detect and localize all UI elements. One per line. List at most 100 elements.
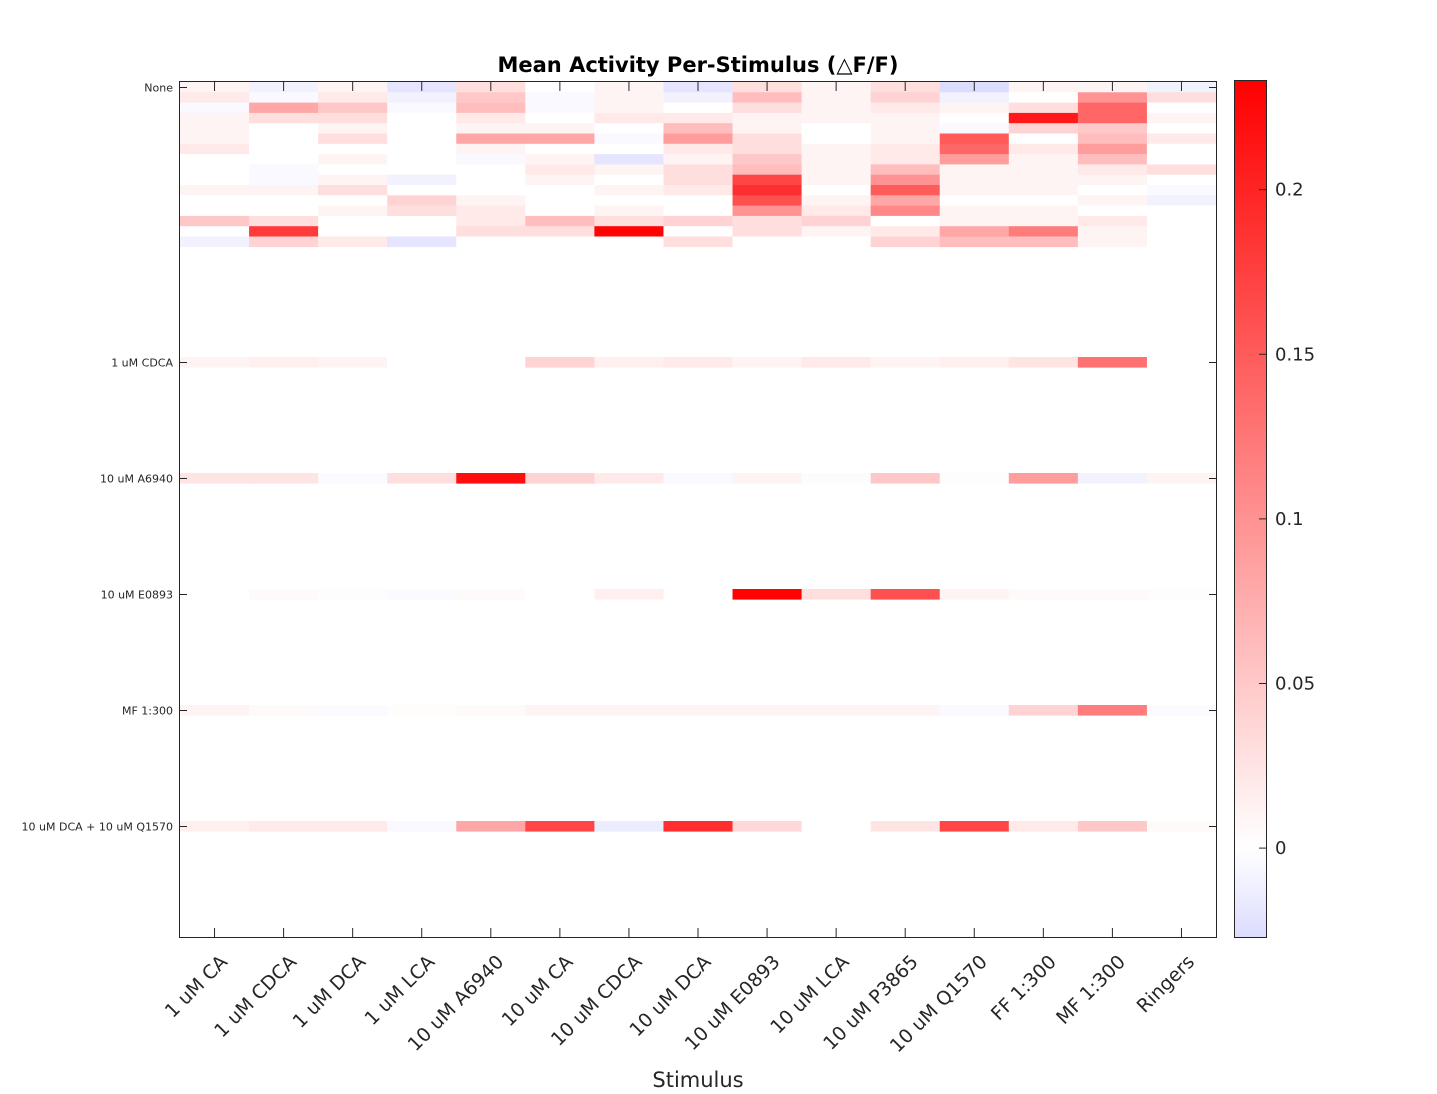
- heatmap-cell: [594, 164, 664, 175]
- heatmap-cell: [594, 112, 664, 124]
- heatmap-cell: [387, 705, 457, 716]
- heatmap-cell: [1008, 821, 1079, 832]
- heatmap-cell: [732, 102, 803, 114]
- heatmap-cell: [1008, 174, 1079, 186]
- heatmap-cell: [1077, 473, 1148, 484]
- heatmap-cell: [249, 102, 319, 114]
- heatmap-cell: [1146, 112, 1217, 124]
- chart-title: Mean Activity Per-Stimulus (△F/F): [498, 53, 899, 77]
- heatmap-cell: [1077, 195, 1148, 206]
- heatmap-cell: [180, 821, 250, 832]
- heatmap-cell: [249, 236, 319, 248]
- heatmap-cell: [387, 473, 457, 484]
- heatmap-cell: [663, 236, 734, 248]
- heatmap-cell: [249, 185, 319, 196]
- heatmap-cell: [1008, 102, 1079, 114]
- heatmap-cell: [732, 133, 803, 145]
- heatmap-cell: [318, 123, 388, 134]
- heatmap-cell: [387, 112, 457, 124]
- heatmap-cell: [1146, 92, 1217, 103]
- heatmap-cell: [180, 205, 250, 217]
- heatmap-cell: [732, 205, 803, 217]
- heatmap-cell: [1146, 705, 1217, 716]
- heatmap-cell: [318, 705, 388, 716]
- heatmap-cell: [663, 154, 734, 165]
- colorbar-tick-label: 0.05: [1275, 673, 1315, 694]
- heatmap-cell: [663, 92, 734, 103]
- heatmap-cell: [1077, 215, 1148, 227]
- heatmap-cell: [525, 143, 595, 155]
- heatmap-cell: [1146, 174, 1217, 186]
- heatmap-cell: [1146, 185, 1217, 196]
- heatmap-cell: [663, 143, 734, 155]
- heatmap-cell: [732, 123, 803, 134]
- heatmap-cell: [732, 473, 803, 484]
- heatmap-cell: [732, 589, 803, 600]
- heatmap-cell: [939, 143, 1010, 155]
- heatmap-cell: [732, 112, 803, 124]
- plot-frame: [179, 81, 1217, 938]
- heatmap-cell: [318, 133, 388, 145]
- heatmap-cell: [801, 174, 872, 186]
- heatmap-cell: [1146, 473, 1217, 484]
- heatmap-cell: [318, 102, 388, 114]
- heatmap-cell: [663, 705, 734, 716]
- heatmap-cell: [663, 226, 734, 237]
- heatmap-cell: [1008, 236, 1079, 248]
- heatmap-cell: [870, 589, 941, 600]
- heatmap-cell: [939, 92, 1010, 103]
- heatmap-cell: [801, 821, 872, 832]
- heatmap-cell: [594, 236, 664, 248]
- heatmap-cell: [1077, 226, 1148, 237]
- heatmap-cell: [456, 226, 526, 237]
- colorbar: 0 0.05 0.1 0.15 0.2: [1234, 80, 1315, 938]
- heatmap-cell: [318, 185, 388, 196]
- heatmap-cell: [594, 205, 664, 217]
- heatmap-cell: [1146, 821, 1217, 832]
- heatmap-cell: [1146, 226, 1217, 237]
- heatmap-cell: [594, 821, 664, 832]
- heatmap-cell: [456, 123, 526, 134]
- heatmap-cell: [387, 226, 457, 237]
- heatmap-cell: [939, 133, 1010, 145]
- heatmap-cell: [1146, 123, 1217, 134]
- plot-area: [180, 82, 1217, 832]
- colorbar-tick-label: 0.2: [1275, 180, 1304, 201]
- heatmap-cell: [801, 705, 872, 716]
- heatmap-cell: [1146, 205, 1217, 217]
- y-axis-ticks: None 1 uM CDCA 10 uM A6940 10 uM E0893 MF 1:…: [22, 82, 1216, 834]
- heatmap-cell: [801, 133, 872, 145]
- heatmap-cell: [525, 236, 595, 248]
- heatmap-cell: [456, 357, 526, 368]
- heatmap-cell: [939, 164, 1010, 175]
- heatmap-cell: [525, 185, 595, 196]
- heatmap-cell: [870, 205, 941, 217]
- heatmap-cell: [870, 154, 941, 165]
- heatmap-cell: [939, 589, 1010, 600]
- heatmap-cell: [456, 92, 526, 103]
- heatmap-cell: [525, 92, 595, 103]
- heatmap-cell: [1077, 92, 1148, 103]
- heatmap-cell: [1077, 357, 1148, 368]
- heatmap-cell: [318, 195, 388, 206]
- heatmap-cell: [387, 589, 457, 600]
- heatmap-cell: [801, 589, 872, 600]
- heatmap-cell: [180, 215, 250, 227]
- heatmap-cell: [387, 215, 457, 227]
- heatmap-cell: [318, 174, 388, 186]
- heatmap-cell: [663, 821, 734, 832]
- heatmap-cell: [249, 705, 319, 716]
- heatmap-cell: [387, 174, 457, 186]
- heatmap-cell: [318, 589, 388, 600]
- heatmap-cell: [318, 357, 388, 368]
- heatmap-cell: [249, 195, 319, 206]
- heatmap-cell: [1077, 154, 1148, 165]
- heatmap-cell: [1008, 705, 1079, 716]
- heatmap-cell: [870, 143, 941, 155]
- heatmap-cell: [1146, 143, 1217, 155]
- heatmap-cell: [939, 226, 1010, 237]
- y-tick-label: 1 uM CDCA: [111, 357, 173, 370]
- heatmap-cell: [870, 473, 941, 484]
- heatmap-cell: [939, 236, 1010, 248]
